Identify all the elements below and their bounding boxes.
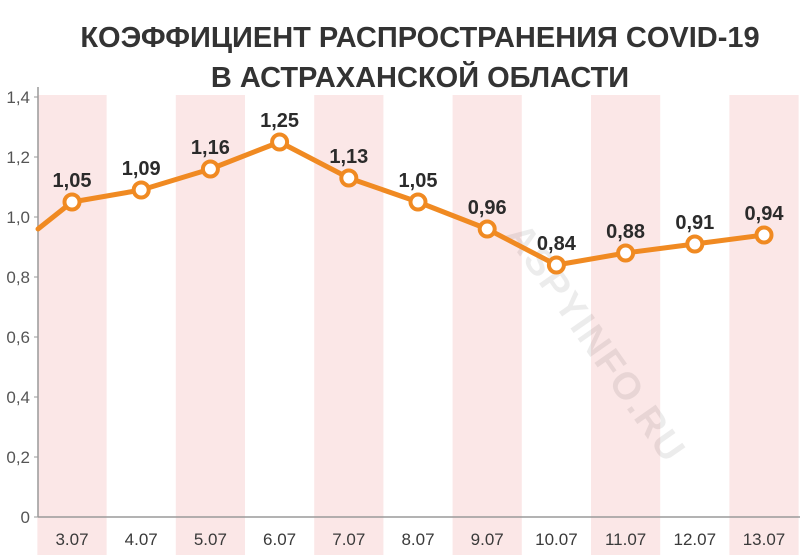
data-label: 1,13 <box>329 146 368 168</box>
data-point-4.07 <box>131 180 151 200</box>
column-band-11.07 <box>591 95 661 555</box>
chart-title-line-1: КОЭФФИЦИЕНТ РАСПРОСТРАНЕНИЯ COVID-19 <box>80 22 759 54</box>
data-label: 0,94 <box>745 203 785 225</box>
x-tick-label: 10.07 <box>535 530 578 549</box>
y-tick-label: 0,4 <box>6 388 30 407</box>
data-label: 0,84 <box>537 233 577 255</box>
x-tick-label: 9.07 <box>471 530 504 549</box>
data-label: 0,96 <box>468 197 507 219</box>
data-label: 1,05 <box>399 170 438 192</box>
chart-title: КОЭФФИЦИЕНТ РАСПРОСТРАНЕНИЯ COVID-19 В АС… <box>80 22 759 94</box>
x-tick-label: 11.07 <box>605 530 646 549</box>
column-band-13.07 <box>729 95 799 555</box>
data-label: 0,91 <box>675 212 714 234</box>
x-tick-label: 4.07 <box>125 530 158 549</box>
data-label: 1,09 <box>122 158 161 180</box>
x-tick-label: 6.07 <box>263 530 296 549</box>
data-label: 1,05 <box>53 170 92 192</box>
data-label: 1,16 <box>191 137 230 159</box>
y-tick-label: 0,2 <box>6 448 30 467</box>
data-label: 0,88 <box>606 221 645 243</box>
y-axis-ticks: 0 0,2 0,4 0,6 0,8 1,0 1,2 1,4 <box>6 88 38 527</box>
x-tick-label: 5.07 <box>194 530 227 549</box>
data-markers <box>62 132 774 275</box>
x-axis-ticks: 3.07 4.07 5.07 6.07 7.07 8.07 9.07 10.07 11.07 12… <box>55 530 785 549</box>
data-point-6.07 <box>270 132 290 152</box>
data-point-3.07 <box>62 192 82 212</box>
data-labels: 1,05 1,09 1,16 1,25 1,13 1,05 0,96 0,84 0,88 0,91… <box>53 110 785 255</box>
data-label: 1,25 <box>260 110 299 132</box>
y-tick-label: 1,0 <box>6 208 30 227</box>
x-tick-label: 8.07 <box>401 530 434 549</box>
x-tick-label: 3.07 <box>55 530 88 549</box>
data-point-10.07 <box>546 255 566 275</box>
series-line <box>35 139 767 268</box>
data-point-7.07 <box>339 168 359 188</box>
y-tick-label: 1,4 <box>6 88 30 107</box>
data-point-12.07 <box>685 234 705 254</box>
y-tick-label: 0,8 <box>6 268 30 287</box>
x-tick-label: 13.07 <box>743 530 786 549</box>
data-point-9.07 <box>477 219 497 239</box>
y-tick-label: 0,6 <box>6 328 30 347</box>
data-point-5.07 <box>200 159 220 179</box>
data-point-11.07 <box>616 243 636 263</box>
axes <box>37 87 800 518</box>
x-tick-label: 12.07 <box>674 530 717 549</box>
column-band-3.07 <box>37 95 107 555</box>
column-band-9.07 <box>452 95 522 555</box>
data-point-13.07 <box>754 225 774 245</box>
y-tick-label: 0 <box>21 508 30 527</box>
chart-title-line-2: В АСТРАХАНСКОЙ ОБЛАСТИ <box>211 60 629 94</box>
series-polyline <box>35 139 767 268</box>
x-tick-label: 7.07 <box>332 530 365 549</box>
y-tick-label: 1,2 <box>6 148 30 167</box>
column-bands <box>37 95 799 555</box>
data-point-8.07 <box>408 192 428 212</box>
